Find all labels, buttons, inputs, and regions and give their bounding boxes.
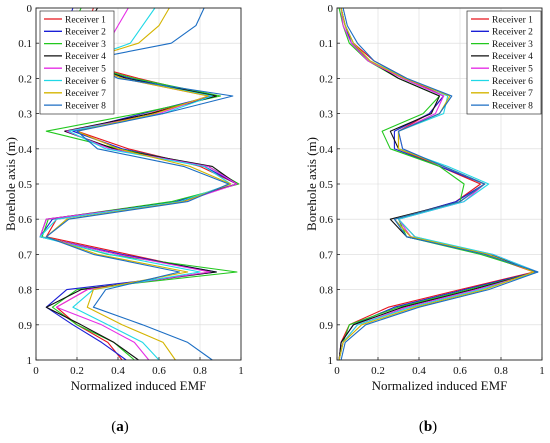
y-tick-label: 0.1: [319, 38, 333, 50]
series-line-receiver-3: [338, 7, 539, 361]
x-tick-labels-b: 0 0.2 0.4 0.6 0.8 1: [334, 365, 545, 377]
legend-label: Receiver 8: [492, 101, 533, 111]
legend-b: Receiver 1 Receiver 2 Receiver 3 Receiver 4…: [466, 10, 542, 115]
legend-label: Receiver 5: [65, 65, 106, 75]
legend-label: Receiver 6: [65, 77, 106, 87]
y-tick-label: 0.8: [18, 285, 32, 297]
y-tick-label: 0.1: [18, 38, 32, 50]
chart-panel-a: 0 0.2 0.4 0.6 0.8 1 0 0.1 0.2 0.3 0.4 0.5 0.6 0.7 0.8…: [3, 3, 244, 435]
legend-label: Receiver 8: [65, 101, 106, 111]
y-tick-label: 1: [27, 355, 33, 367]
x-tick-label: 1: [539, 365, 545, 377]
x-tick-label: 0.2: [371, 365, 385, 377]
y-tick-label: 0.4: [319, 144, 333, 156]
x-tick-label: 1: [238, 365, 244, 377]
y-tick-label: 0.9: [319, 320, 333, 332]
x-tick-labels-a: 0 0.2 0.4 0.6 0.8 1: [33, 365, 244, 377]
series-lines-b: [338, 7, 539, 361]
panel-label-a: (a): [111, 419, 129, 435]
legend-label: Receiver 3: [492, 40, 533, 50]
y-tick-label: 0.7: [319, 249, 333, 261]
plot-frame-b: [336, 7, 543, 361]
legend-label: Receiver 2: [492, 28, 533, 38]
legend-box: [39, 10, 115, 115]
legend-label: Receiver 3: [65, 40, 106, 50]
y-tick-label: 0: [27, 3, 33, 15]
x-axis-label-b: Normalized induced EMF: [372, 378, 508, 393]
y-tick-label: 0.3: [18, 109, 32, 121]
y-axis-label-b: Borehole axis (m): [304, 137, 319, 231]
y-tick-label: 0.4: [18, 144, 32, 156]
legend-label: Receiver 7: [65, 89, 106, 99]
y-tick-label: 0.3: [319, 109, 333, 121]
plot-frame-a: [35, 7, 242, 361]
y-tick-label: 0.5: [319, 179, 333, 191]
x-tick-label: 0.4: [412, 365, 426, 377]
panel-label-b: (b): [419, 419, 437, 435]
y-tick-label: 0.2: [18, 73, 32, 85]
y-axis-label-a: Borehole axis (m): [3, 137, 18, 231]
x-tick-label: 0.6: [152, 365, 166, 377]
y-tick-label: 0.6: [18, 214, 32, 226]
legend-label: Receiver 2: [65, 28, 106, 38]
y-tick-label: 1: [328, 355, 334, 367]
x-tick-label: 0.4: [111, 365, 125, 377]
legend-label: Receiver 4: [492, 52, 533, 62]
y-tick-label: 0.7: [18, 249, 32, 261]
x-tick-label: 0: [33, 365, 39, 377]
y-tick-label: 0.6: [319, 214, 333, 226]
x-tick-label: 0: [334, 365, 340, 377]
y-tick-label: 0: [328, 3, 334, 15]
y-tick-label: 0.2: [319, 73, 333, 85]
legend-label: Receiver 7: [492, 89, 533, 99]
x-tick-label: 0.8: [193, 365, 207, 377]
y-tick-label: 0.5: [18, 179, 32, 191]
legend-label: Receiver 6: [492, 77, 533, 87]
x-tick-label: 0.2: [70, 365, 84, 377]
legend-box: [466, 10, 542, 115]
x-tick-label: 0.8: [494, 365, 508, 377]
y-tick-label: 0.9: [18, 320, 32, 332]
legend-label: Receiver 1: [65, 15, 106, 25]
x-tick-label: 0.6: [453, 365, 467, 377]
chart-panel-b: 0 0.2 0.4 0.6 0.8 1 0 0.1 0.2 0.3 0.4 0.5 0.6 0.7 0.8…: [304, 3, 545, 435]
x-axis-label-a: Normalized induced EMF: [71, 378, 207, 393]
y-tick-label: 0.8: [319, 285, 333, 297]
y-tick-labels-b: 0 0.1 0.2 0.3 0.4 0.5 0.6 0.7 0.8 0.9 1: [319, 3, 333, 367]
series-line-receiver-8: [340, 7, 539, 361]
y-tick-labels-a: 0 0.1 0.2 0.3 0.4 0.5 0.6 0.7 0.8 0.9 1: [18, 3, 32, 367]
legend-label: Receiver 4: [65, 52, 106, 62]
legend-label: Receiver 5: [492, 65, 533, 75]
legend-a: Receiver 1 Receiver 2 Receiver 3 Receiver 4…: [39, 10, 115, 115]
legend-label: Receiver 1: [492, 15, 533, 25]
